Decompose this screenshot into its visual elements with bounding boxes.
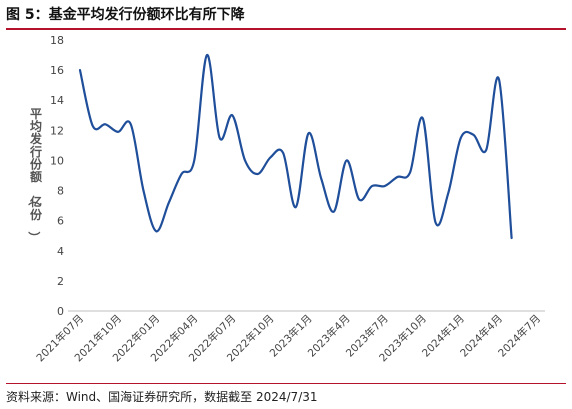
y-tick-label: 14 [50,94,64,107]
y-axis: 0 2 4 6 8 10 12 14 16 18 [50,34,64,318]
y-tick-label: 8 [57,185,64,198]
figure-title: 图 5：基金平均发行份额环比有所下降 [6,7,245,23]
y-tick-label: 18 [50,34,64,47]
y-tick-label: 4 [57,245,64,258]
y-tick-label: 12 [50,124,64,137]
y-tick-label: 6 [57,215,64,228]
series-line-group [78,53,513,240]
source-divider [6,383,566,384]
series-line [78,53,513,240]
y-tick-label: 10 [50,154,64,167]
source-note: 资料来源：Wind、国海证券研究所，数据截至 2024/7/31 [6,390,318,404]
y-tick-label: 2 [57,275,64,288]
y-tick-label: 0 [57,305,64,318]
y-tick-label: 16 [50,64,64,77]
title-divider [6,28,566,30]
x-axis: 2021年07月2021年10月2022年01月2022年04月2022年07月… [34,310,545,364]
y-axis-label: 平均发行份额（亿份） [27,107,43,243]
